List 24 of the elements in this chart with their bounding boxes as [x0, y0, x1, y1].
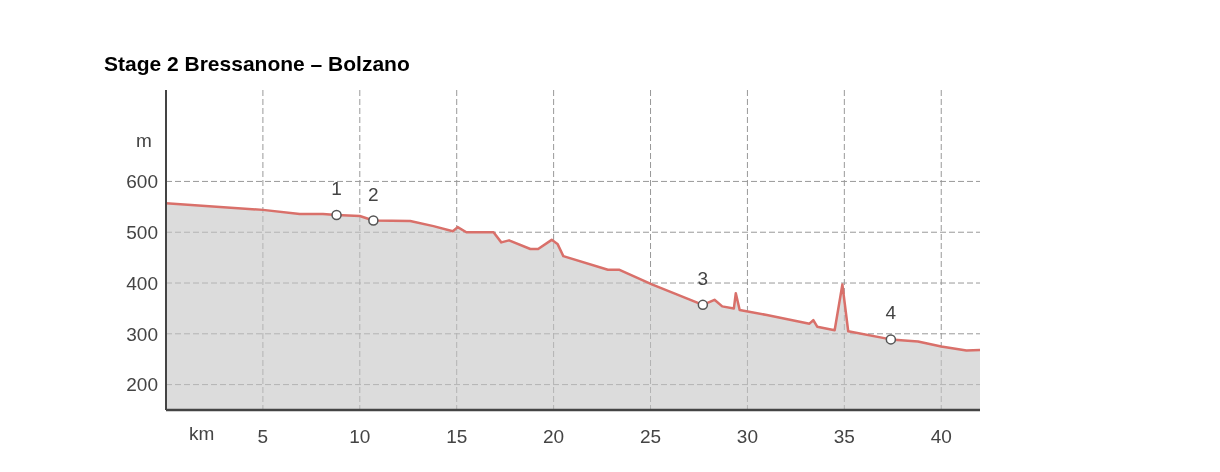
chart-title: Stage 2 Bressanone – Bolzano	[104, 52, 410, 76]
y-tick-label: 200	[126, 374, 158, 396]
annotation: 3	[697, 267, 709, 289]
x-tick-label: 15	[446, 426, 468, 448]
x-tick-label: 40	[930, 426, 952, 448]
point	[368, 215, 379, 226]
point	[885, 334, 897, 345]
annotation: 1	[331, 177, 342, 199]
x-tick-label: 30	[736, 426, 758, 448]
x-axis-title: km	[189, 423, 215, 445]
point	[697, 299, 709, 311]
point	[331, 209, 342, 221]
y-tick-label: 300	[126, 323, 158, 345]
y-axis-title: m	[136, 130, 152, 152]
x-tick-label: 20	[543, 426, 565, 448]
x-tick-label: 5	[257, 426, 269, 448]
annotation: 2	[368, 183, 379, 205]
x-tick-label: 10	[349, 426, 371, 448]
y-tick-label: 500	[126, 221, 158, 243]
y-tick-label: 600	[126, 171, 158, 193]
x-tick-label: 25	[639, 426, 662, 448]
annotation: 4	[885, 302, 897, 324]
x-tick-label: 35	[833, 426, 855, 448]
y-tick-label: 400	[126, 272, 158, 294]
